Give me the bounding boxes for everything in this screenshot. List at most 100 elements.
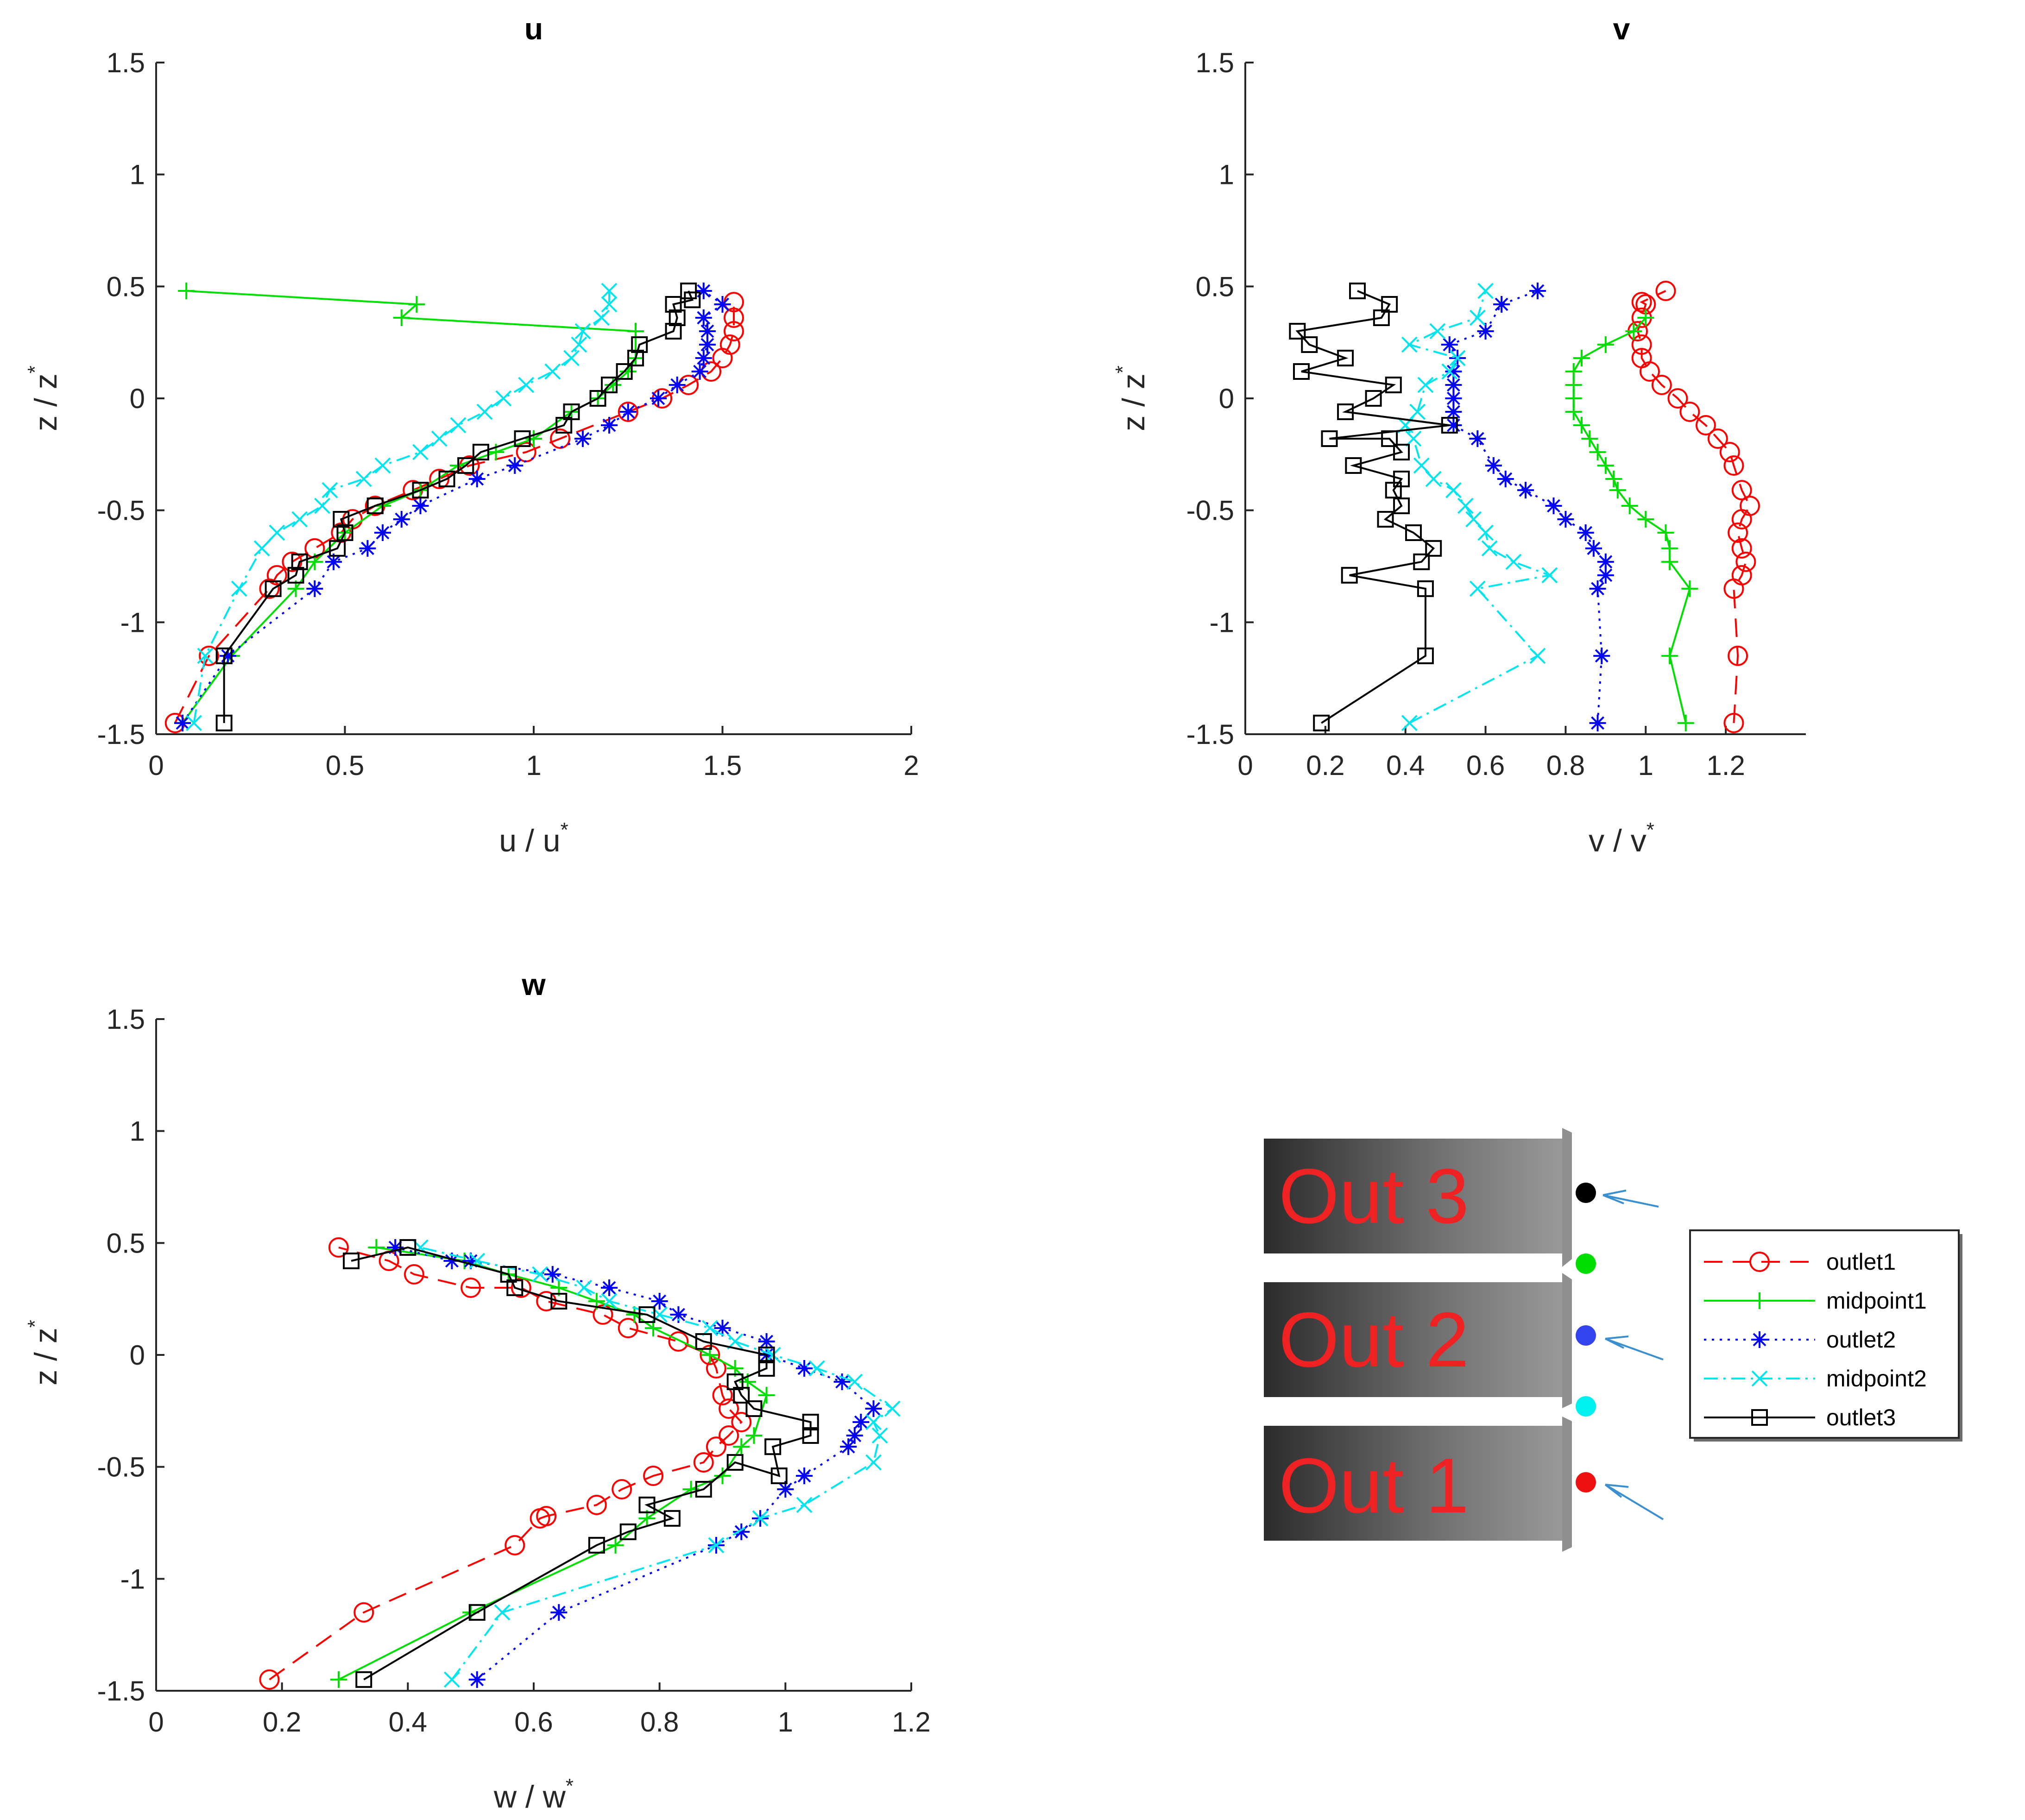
out3-label: Out 3 bbox=[1279, 1152, 1469, 1240]
series-line-midpoint2 bbox=[1404, 290, 1553, 724]
data-point-midpoint1 bbox=[1657, 524, 1674, 541]
data-point-midpoint2 bbox=[563, 350, 580, 366]
y-tick-label: -0.5 bbox=[97, 495, 145, 526]
data-point-outlet2 bbox=[1545, 498, 1562, 514]
series-line-midpoint2 bbox=[193, 291, 610, 724]
data-point-outlet3 bbox=[1417, 647, 1434, 664]
data-point-outlet3 bbox=[638, 1306, 656, 1323]
data-point-midpoint1 bbox=[1589, 444, 1606, 460]
data-point-outlet2 bbox=[1445, 403, 1462, 420]
data-point-outlet1 bbox=[1667, 388, 1688, 409]
data-point-midpoint2 bbox=[469, 1253, 486, 1269]
x-tick-label: 0.8 bbox=[640, 1707, 679, 1738]
data-point-outlet2 bbox=[691, 363, 708, 380]
data-point-outlet1 bbox=[1731, 565, 1752, 586]
data-point-outlet3 bbox=[366, 498, 384, 514]
data-point-outlet1 bbox=[1740, 496, 1760, 516]
data-point-outlet3 bbox=[726, 1454, 744, 1471]
data-point-outlet2 bbox=[758, 1333, 775, 1350]
data-point-midpoint2 bbox=[1429, 323, 1446, 340]
data-point-midpoint2 bbox=[871, 1427, 888, 1444]
data-point-midpoint2 bbox=[708, 1537, 725, 1554]
data-point-outlet1 bbox=[550, 428, 571, 449]
data-point-outlet1 bbox=[1655, 281, 1676, 301]
data-point-outlet3 bbox=[1385, 377, 1402, 393]
data-point-outlet3 bbox=[758, 1360, 775, 1377]
data-point-outlet1 bbox=[259, 1669, 280, 1690]
data-point-outlet3 bbox=[1413, 553, 1430, 570]
data-point-outlet3 bbox=[1377, 511, 1394, 528]
data-point-outlet2 bbox=[733, 1523, 750, 1540]
data-point-midpoint1 bbox=[745, 1427, 763, 1444]
data-point-outlet1 bbox=[618, 1318, 638, 1338]
data-point-outlet2 bbox=[219, 647, 236, 664]
y-tick-label: -1 bbox=[120, 1563, 145, 1594]
series-line-midpoint2 bbox=[420, 1247, 894, 1681]
data-point-outlet1 bbox=[1728, 645, 1748, 666]
data-point-outlet2 bbox=[462, 1253, 479, 1269]
data-point-midpoint2 bbox=[1401, 715, 1418, 731]
data-point-midpoint2 bbox=[574, 323, 591, 340]
x-tick-label: 0 bbox=[148, 1707, 164, 1738]
data-point-midpoint2 bbox=[253, 540, 270, 557]
data-point-outlet3 bbox=[680, 283, 697, 299]
series-midpoint1 bbox=[1565, 309, 1698, 731]
data-point-midpoint1 bbox=[1573, 417, 1590, 434]
data-point-outlet1 bbox=[1719, 442, 1740, 462]
y-tick-label: 1.5 bbox=[107, 1004, 145, 1035]
data-point-outlet1 bbox=[1723, 455, 1744, 476]
data-point-outlet3 bbox=[1293, 363, 1310, 380]
data-point-midpoint1 bbox=[1597, 457, 1614, 474]
data-point-midpoint2 bbox=[1449, 350, 1466, 366]
data-point-midpoint1 bbox=[525, 430, 542, 447]
data-point-outlet3 bbox=[745, 1400, 763, 1417]
data-point-outlet2 bbox=[699, 336, 716, 353]
x-tick-label: 1 bbox=[1638, 750, 1653, 781]
y-tick-label: 1 bbox=[130, 159, 145, 190]
series-line-outlet2 bbox=[182, 290, 724, 724]
data-point-outlet2 bbox=[468, 1671, 486, 1688]
data-point-outlet3 bbox=[1345, 457, 1362, 474]
data-point-midpoint2 bbox=[1541, 567, 1558, 584]
data-point-midpoint2 bbox=[322, 482, 338, 498]
data-point-outlet3 bbox=[1337, 403, 1354, 420]
data-point-outlet2 bbox=[699, 323, 716, 340]
data-point-outlet3 bbox=[695, 1481, 712, 1498]
data-point-midpoint2 bbox=[544, 363, 561, 380]
subplot-v-xlabel: v / v* bbox=[1589, 819, 1654, 858]
series-outlet1 bbox=[164, 292, 744, 733]
series-outlet3 bbox=[1289, 283, 1458, 731]
data-point-midpoint2 bbox=[495, 390, 512, 407]
data-point-outlet2 bbox=[174, 714, 191, 731]
data-point-outlet1 bbox=[719, 1425, 739, 1446]
data-point-midpoint2 bbox=[444, 1671, 460, 1688]
data-point-midpoint1 bbox=[178, 283, 195, 299]
data-point-outlet1 bbox=[404, 1264, 424, 1285]
data-point-outlet3 bbox=[627, 350, 644, 366]
subplot-v: 0 0.2 0.4 0.6 0.8 1 1.2 -1.5 -1 -0.5 0 0.5 1 1.5 bbox=[1186, 47, 1806, 781]
series-line-outlet1 bbox=[1636, 290, 1751, 723]
out1-label: Out 1 bbox=[1279, 1442, 1469, 1529]
data-point-midpoint2 bbox=[1445, 482, 1462, 498]
x-tick-label: 1.5 bbox=[703, 750, 742, 781]
data-point-midpoint1 bbox=[1637, 309, 1654, 326]
data-point-outlet1 bbox=[199, 645, 220, 666]
x-tick-label: 2 bbox=[903, 750, 919, 781]
data-point-outlet1 bbox=[1651, 375, 1672, 395]
x-tick-label: 1.2 bbox=[892, 1707, 930, 1738]
data-point-midpoint1 bbox=[1681, 580, 1698, 597]
data-point-outlet2 bbox=[695, 309, 712, 326]
legend-marker-outlet3 bbox=[1751, 1409, 1768, 1426]
data-point-outlet1 bbox=[505, 1535, 525, 1556]
data-point-outlet3 bbox=[514, 430, 531, 447]
data-point-midpoint1 bbox=[1565, 363, 1582, 380]
data-point-outlet2 bbox=[387, 1239, 404, 1256]
data-point-midpoint2 bbox=[450, 417, 467, 434]
data-point-midpoint1 bbox=[1661, 647, 1678, 664]
data-point-outlet1 bbox=[731, 1412, 752, 1432]
x-tick-label: 0.2 bbox=[1306, 750, 1344, 781]
data-point-outlet3 bbox=[1405, 524, 1422, 541]
data-point-outlet3 bbox=[265, 580, 282, 597]
data-point-midpoint1 bbox=[607, 1537, 624, 1554]
data-point-outlet1 bbox=[719, 334, 740, 355]
